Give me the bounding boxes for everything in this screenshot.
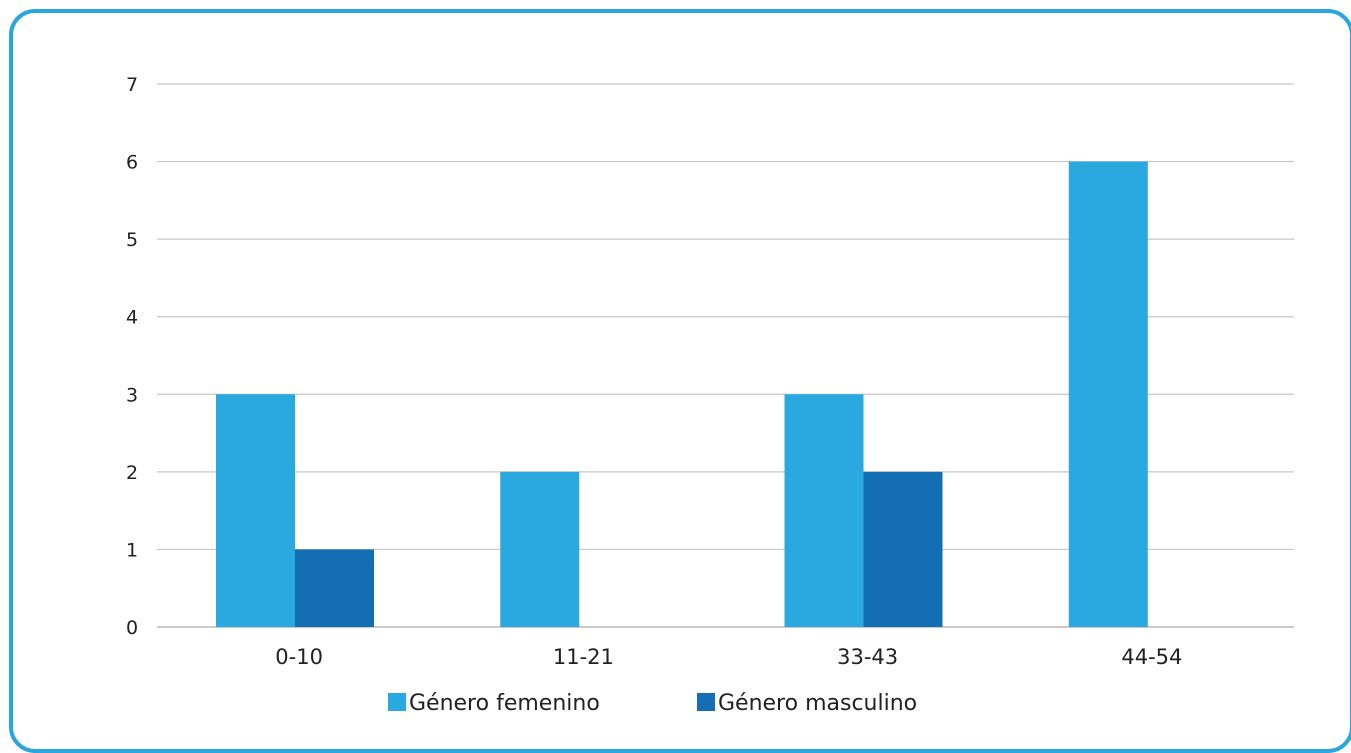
y-tick-label: 4 [126,307,138,329]
y-tick-label: 3 [126,384,138,406]
bar-0-10-femenino [216,394,295,627]
legend-label: Género masculino [718,691,917,716]
y-tick-label: 7 [126,74,138,96]
legend-swatch [388,693,406,711]
bar-33-43-femenino [784,394,864,627]
x-category-label: 11-21 [553,645,614,669]
y-tick-label: 5 [126,229,138,251]
bar-0-10-masculino [295,549,374,627]
x-axis-labels: 0-10 11-21 33-43 44-54 [275,645,1182,669]
legend-swatch [697,693,715,711]
bar-33-43-masculino [863,471,943,627]
bar-44-54-femenino [1068,161,1148,628]
y-axis-ticks: 0 1 2 3 4 5 6 7 [126,74,138,639]
bar-11-21-femenino [500,471,580,627]
y-tick-label: 1 [126,539,138,561]
y-tick-label: 6 [126,152,138,174]
legend: Género femenino Género masculino [388,691,917,716]
y-tick-label: 2 [126,462,138,484]
bar-chart: 0 1 2 3 4 5 6 7 0-10 11-21 33-43 44-54 Género feme… [126,74,1294,716]
x-category-label: 44-54 [1121,645,1182,669]
x-category-label: 0-10 [275,645,323,669]
bars [216,161,1148,628]
y-tick-label: 0 [126,617,138,639]
x-category-label: 33-43 [837,645,898,669]
legend-label: Género femenino [409,691,600,716]
